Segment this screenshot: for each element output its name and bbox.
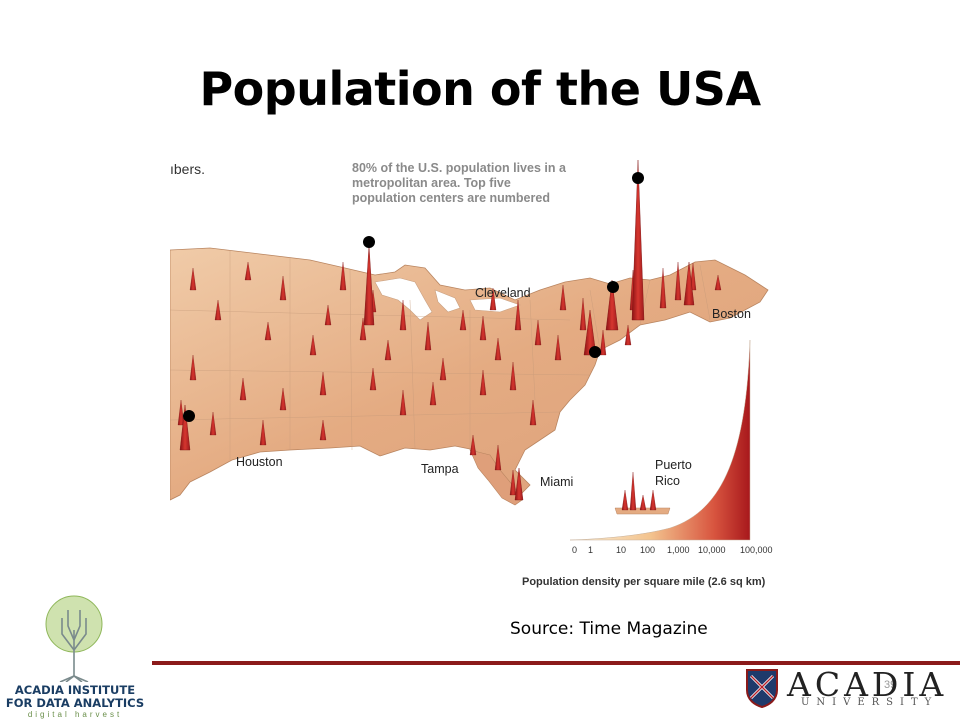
- population-density-map: 0 1 10 100 1,000 10,000 100,000 Populati…: [170, 150, 820, 595]
- marker-houston: [183, 410, 195, 422]
- shield-icon: [746, 669, 778, 708]
- map-svg: 0 1 10 100 1,000 10,000 100,000 Populati…: [170, 159, 773, 588]
- legend-tick-6: 100,000: [740, 545, 773, 555]
- major-spikes: [179, 159, 695, 501]
- legend-tick-2: 10: [616, 545, 626, 555]
- label-houston: Houston: [236, 455, 283, 469]
- great-lakes: [374, 277, 521, 321]
- acadia-institute-logo: ACADIA INSTITUTE FOR DATA ANALYTICS digi…: [0, 590, 150, 720]
- university-subtitle: UNIVERSITY: [801, 697, 939, 708]
- legend-tick-1: 1: [588, 545, 593, 555]
- spike-philadelphia: [605, 279, 619, 331]
- spike-miami: [514, 467, 524, 501]
- marker-philadelphia: [607, 281, 619, 293]
- marker-new-york: [632, 172, 644, 184]
- density-legend: 0 1 10 100 1,000 10,000 100,000 Populati…: [522, 339, 773, 588]
- page-number: 39: [884, 679, 897, 691]
- label-boston: Boston: [712, 307, 751, 321]
- footer-rule: [152, 661, 960, 665]
- label-puerto: Puerto: [655, 458, 692, 472]
- legend-label: Population density per square mile (2.6 …: [522, 576, 766, 588]
- label-tampa: Tampa: [421, 462, 459, 476]
- annotation-line-1: 80% of the U.S. population lives in a: [352, 161, 567, 175]
- legend-tick-0: 0: [572, 545, 577, 555]
- annotation-line-3: population centers are numbered: [352, 191, 550, 205]
- spike-chicago: [363, 244, 375, 326]
- florida: [469, 449, 523, 506]
- tree-icon: [45, 595, 103, 683]
- spike-new-york: [631, 159, 645, 321]
- source-credit: Source: Time Magazine: [510, 619, 708, 639]
- label-cleveland: Cleveland: [475, 286, 531, 300]
- corner-text: ıbers.: [170, 161, 205, 177]
- acadia-university-logo: ACADIA UNIVERSITY: [745, 665, 955, 713]
- spike-boston: [683, 261, 695, 306]
- institute-tagline: digital harvest: [27, 710, 123, 719]
- label-miami: Miami: [540, 475, 573, 489]
- marker-chicago: [363, 236, 375, 248]
- population-center-markers: [183, 172, 644, 422]
- institute-name-line-2: FOR DATA ANALYTICS: [5, 696, 145, 710]
- institute-name-line-1: ACADIA INSTITUTE: [14, 683, 136, 697]
- annotation-line-2: metropolitan area. Top five: [352, 176, 511, 190]
- state-lines: [170, 250, 711, 460]
- legend-tick-5: 10,000: [698, 545, 726, 555]
- label-rico: Rico: [655, 474, 680, 488]
- puerto-rico-inset: [614, 471, 671, 515]
- slide-title: Population of the USA: [199, 62, 761, 116]
- legend-tick-3: 100: [640, 545, 655, 555]
- university-name: ACADIA: [787, 665, 948, 704]
- legend-tick-4: 1,000: [667, 545, 690, 555]
- legend-wedge: [569, 339, 751, 541]
- marker-washington: [589, 346, 601, 358]
- spike-houston: [179, 404, 191, 451]
